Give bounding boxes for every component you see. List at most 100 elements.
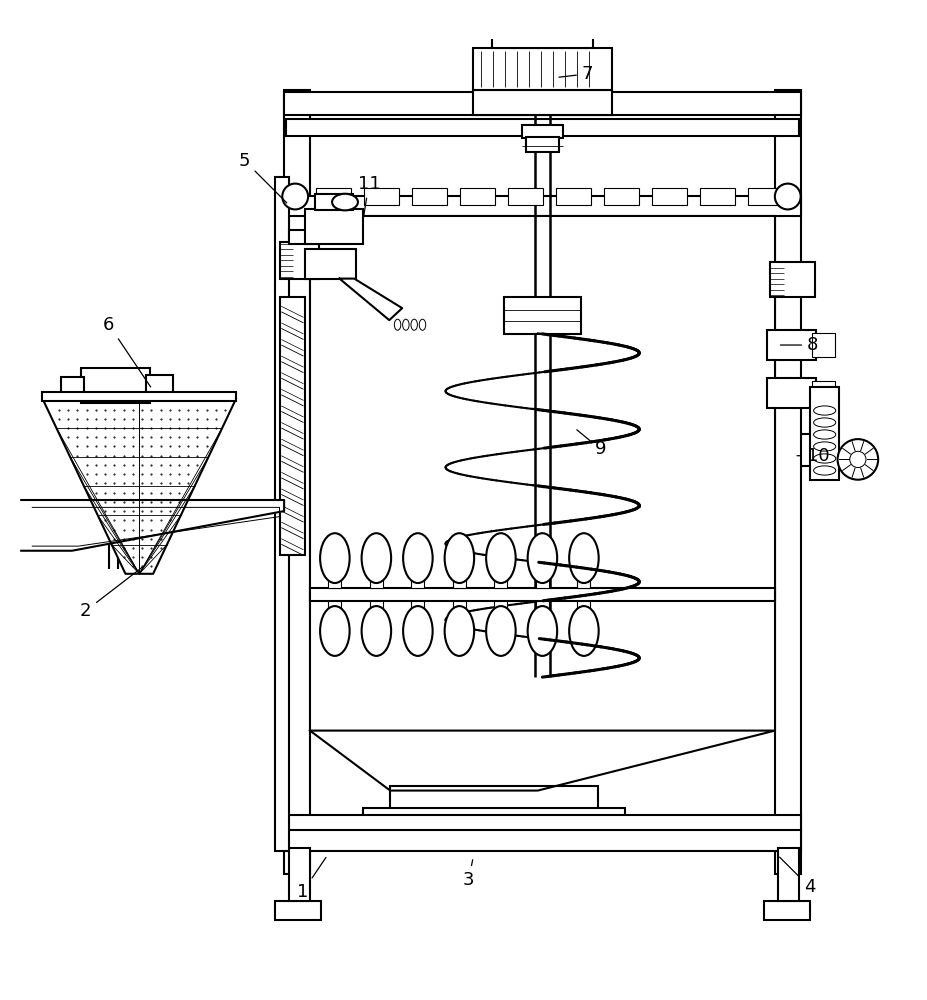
Bar	[411, 601, 424, 622]
Ellipse shape	[813, 406, 835, 415]
Text: 11: 11	[357, 175, 380, 221]
Ellipse shape	[568, 533, 598, 583]
Ellipse shape	[486, 533, 515, 583]
Bar	[774, 90, 800, 874]
Circle shape	[837, 439, 877, 480]
Bar	[577, 571, 590, 588]
Ellipse shape	[813, 466, 835, 475]
Bar	[328, 571, 341, 588]
Bar	[526, 137, 558, 152]
Ellipse shape	[813, 418, 835, 427]
Bar	[284, 196, 800, 216]
Ellipse shape	[813, 454, 835, 463]
Ellipse shape	[813, 430, 835, 439]
Bar	[536, 571, 548, 588]
Bar	[279, 242, 319, 279]
Bar	[763, 901, 809, 920]
Bar	[460, 188, 495, 205]
Bar	[274, 901, 321, 920]
Bar	[412, 188, 447, 205]
Ellipse shape	[402, 606, 432, 656]
Bar	[43, 392, 235, 401]
Polygon shape	[310, 731, 774, 791]
Ellipse shape	[394, 319, 400, 330]
Bar	[370, 601, 383, 622]
Bar	[411, 571, 424, 588]
Ellipse shape	[527, 606, 556, 656]
Bar	[809, 387, 839, 480]
Bar	[494, 601, 507, 622]
Text: 7: 7	[558, 65, 592, 83]
Bar	[811, 381, 834, 405]
Text: 2: 2	[80, 566, 144, 620]
Ellipse shape	[568, 606, 598, 656]
Ellipse shape	[527, 533, 556, 583]
Bar	[777, 848, 798, 901]
Bar	[362, 808, 625, 823]
Bar	[286, 119, 798, 136]
Bar	[279, 297, 305, 555]
Bar	[284, 92, 800, 115]
Bar	[284, 90, 310, 874]
Ellipse shape	[813, 442, 835, 451]
Text: 5: 5	[238, 152, 286, 203]
Ellipse shape	[444, 533, 474, 583]
Bar	[473, 48, 611, 90]
Bar	[452, 571, 465, 588]
Bar	[61, 377, 83, 396]
Bar	[503, 297, 580, 334]
Bar	[310, 216, 774, 731]
Bar	[555, 188, 590, 205]
Bar	[274, 177, 288, 851]
Bar	[310, 588, 774, 601]
Bar	[699, 188, 734, 205]
Bar	[508, 188, 542, 205]
Ellipse shape	[282, 184, 308, 209]
Bar	[284, 815, 800, 832]
Bar	[328, 601, 341, 622]
Bar	[305, 209, 362, 244]
Bar	[288, 230, 319, 244]
Ellipse shape	[320, 533, 349, 583]
Ellipse shape	[332, 194, 358, 210]
Bar	[767, 330, 816, 360]
Bar	[305, 249, 356, 279]
Bar	[811, 333, 834, 357]
Bar	[747, 188, 782, 205]
Polygon shape	[21, 500, 284, 551]
Text: 10: 10	[796, 447, 829, 465]
Text: 6: 6	[103, 316, 150, 387]
Bar	[603, 188, 639, 205]
Ellipse shape	[362, 533, 390, 583]
Polygon shape	[339, 279, 401, 320]
Ellipse shape	[402, 533, 432, 583]
Bar	[81, 368, 150, 403]
Ellipse shape	[411, 319, 417, 330]
Ellipse shape	[774, 184, 800, 209]
Text: 9: 9	[577, 430, 605, 458]
Bar	[577, 601, 590, 622]
Bar	[473, 90, 611, 115]
Bar	[652, 188, 687, 205]
Text: 1: 1	[297, 857, 325, 901]
Polygon shape	[485, 0, 599, 20]
Bar	[522, 125, 562, 138]
Bar	[389, 786, 597, 812]
Bar	[494, 571, 507, 588]
Bar	[370, 571, 383, 588]
Bar	[146, 375, 173, 399]
Bar	[316, 188, 351, 205]
Circle shape	[849, 451, 865, 468]
Bar	[288, 848, 310, 901]
Bar	[769, 262, 814, 297]
Ellipse shape	[419, 319, 425, 330]
Bar	[364, 188, 399, 205]
Bar	[491, 20, 592, 48]
Text: 8: 8	[780, 336, 818, 354]
Bar	[452, 601, 465, 622]
Bar	[284, 830, 800, 851]
Bar	[767, 378, 816, 408]
Ellipse shape	[444, 606, 474, 656]
Bar	[314, 194, 353, 210]
Ellipse shape	[320, 606, 349, 656]
